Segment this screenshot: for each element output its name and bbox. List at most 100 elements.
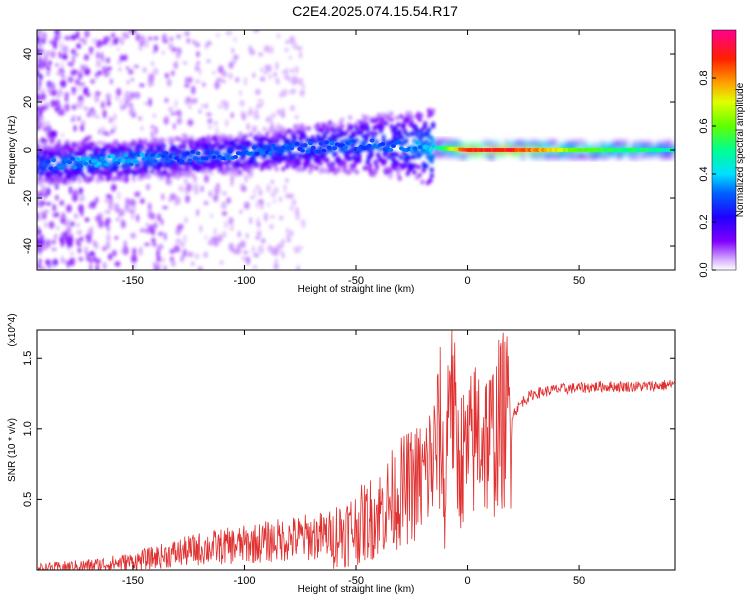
noise-speck <box>95 215 101 222</box>
band-dot <box>302 133 307 139</box>
noise-speck <box>289 105 296 112</box>
noise-speck <box>196 209 199 217</box>
noise-speck <box>297 245 304 250</box>
noise-speck <box>78 242 82 248</box>
noise-speck <box>50 83 55 90</box>
noise-speck <box>252 265 258 269</box>
ridge-dot <box>294 141 300 146</box>
band-dot <box>97 140 102 146</box>
noise-speck <box>126 80 130 85</box>
noise-speck <box>75 78 80 86</box>
band-dot <box>387 154 392 160</box>
noise-speck <box>105 66 113 71</box>
ridge-dot <box>259 150 265 155</box>
noise-speck <box>239 240 246 249</box>
band-dot <box>316 122 321 128</box>
noise-speck <box>184 31 190 37</box>
band-dot <box>265 131 270 137</box>
noise-speck <box>186 38 191 44</box>
band-dot <box>115 164 120 170</box>
noise-speck <box>221 211 228 217</box>
noise-speck <box>88 256 94 264</box>
noise-speck <box>259 76 266 82</box>
noise-speck <box>108 43 114 47</box>
y-tick-label: 40 <box>22 48 34 60</box>
noise-speck <box>203 174 210 183</box>
noise-speck <box>182 61 188 65</box>
band-dot <box>219 161 224 166</box>
ridge-dot <box>139 152 145 157</box>
band-dot <box>420 179 425 185</box>
noise-speck <box>69 257 76 266</box>
noise-speck <box>219 260 224 265</box>
band-dot <box>369 130 374 136</box>
band-dot <box>463 153 468 159</box>
band-dot <box>357 158 362 164</box>
noise-speck <box>45 202 52 206</box>
ridge-dot <box>211 155 217 160</box>
ridge-dot <box>152 159 158 164</box>
noise-speck <box>259 205 264 210</box>
ridge-dot <box>51 158 57 163</box>
noise-speck <box>39 116 44 121</box>
x-tick-label: -50 <box>348 575 364 587</box>
noise-speck <box>71 87 77 91</box>
noise-speck <box>293 245 299 254</box>
noise-speck <box>148 36 153 41</box>
noise-speck <box>104 209 109 214</box>
band-dot <box>491 153 496 159</box>
noise-speck <box>120 249 124 254</box>
noise-speck <box>37 62 42 70</box>
spectrogram-x-axis-label: Height of straight line (km) <box>298 284 415 295</box>
noise-speck <box>136 213 140 223</box>
ridge-dot <box>85 156 91 161</box>
noise-speck <box>264 65 269 69</box>
ridge-dot <box>380 141 386 146</box>
band-dot <box>536 154 541 159</box>
noise-speck <box>267 244 272 253</box>
noise-speck <box>184 77 190 84</box>
noise-speck <box>294 66 299 74</box>
ridge-dot <box>390 143 396 148</box>
band-dot <box>350 167 355 173</box>
band-dot <box>552 140 557 146</box>
noise-speck <box>174 99 178 108</box>
noise-speck <box>196 183 199 192</box>
band-dot <box>37 180 42 186</box>
noise-speck <box>153 222 158 229</box>
noise-speck <box>284 68 289 76</box>
noise-speck <box>38 121 45 128</box>
noise-speck <box>166 115 170 119</box>
noise-speck <box>198 267 202 270</box>
noise-speck <box>140 198 145 204</box>
band-dot <box>431 139 436 145</box>
noise-speck <box>115 96 119 101</box>
band-dot <box>310 135 315 140</box>
noise-speck <box>47 60 52 66</box>
band-dot <box>352 163 357 169</box>
band-dot <box>67 179 72 185</box>
ridge-dot <box>184 151 190 156</box>
noise-speck <box>120 105 125 111</box>
band-dot <box>540 144 545 150</box>
noise-speck <box>62 45 69 54</box>
ridge-dot <box>192 156 198 161</box>
spectrogram-y-axis-label: Frequency (Hz) <box>7 116 18 185</box>
noise-speck <box>106 57 110 64</box>
noise-speck <box>268 64 272 74</box>
noise-speck <box>78 187 84 195</box>
noise-speck <box>79 38 83 42</box>
noise-speck <box>289 36 293 45</box>
ridge-dot <box>99 156 105 161</box>
band-dot <box>368 162 373 168</box>
noise-speck <box>207 239 213 246</box>
noise-speck <box>67 76 74 83</box>
noise-speck <box>145 228 149 234</box>
noise-speck <box>94 114 101 119</box>
noise-speck <box>270 192 277 198</box>
band-dot <box>354 169 359 175</box>
noise-speck <box>37 56 43 64</box>
noise-speck <box>270 112 277 119</box>
noise-speck <box>161 193 165 201</box>
band-dot <box>660 143 665 149</box>
